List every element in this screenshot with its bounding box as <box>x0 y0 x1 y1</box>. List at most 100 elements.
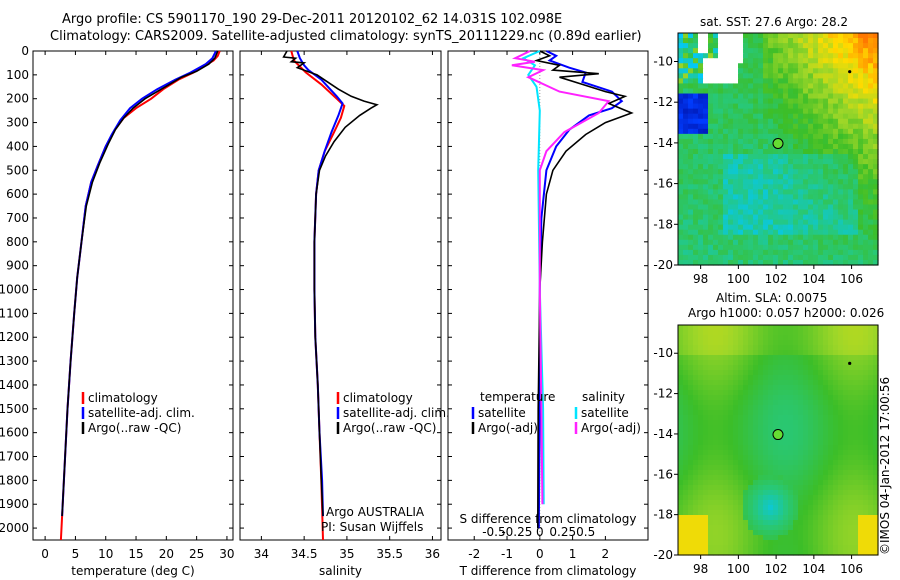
map-cell <box>743 440 749 446</box>
map-cell <box>808 199 814 206</box>
map-cell <box>828 470 834 476</box>
map-cell <box>838 420 844 426</box>
map-cell <box>793 103 799 110</box>
map-cell <box>788 259 794 266</box>
map-cell <box>808 204 814 211</box>
map-cell <box>753 485 759 491</box>
map-cell <box>718 390 724 396</box>
map-cell <box>688 138 694 145</box>
map-cell <box>863 63 869 69</box>
map-cell <box>843 123 849 130</box>
map-cell <box>718 93 724 100</box>
map-cell <box>753 520 759 526</box>
map-cell <box>863 475 869 481</box>
map-cell <box>723 370 729 376</box>
map-cell <box>698 330 704 336</box>
map-cell <box>843 480 849 486</box>
map-cell <box>853 154 859 160</box>
map-cell <box>698 510 704 516</box>
map-cell <box>823 138 829 145</box>
map-cell <box>793 455 799 461</box>
map-cell <box>873 63 879 69</box>
map-cell <box>718 515 724 521</box>
map-cell <box>828 174 834 180</box>
map-cell <box>733 78 739 85</box>
map-cell <box>683 58 689 64</box>
map-cell <box>873 33 879 39</box>
map-cell <box>693 405 699 411</box>
map-cell <box>813 239 819 246</box>
map-cell <box>783 525 789 531</box>
map-cell <box>793 98 799 105</box>
map-cell <box>683 505 689 511</box>
map-cell <box>848 495 854 501</box>
map-cell <box>793 128 799 135</box>
map-cell <box>783 169 789 175</box>
map-cell <box>823 375 829 381</box>
map-cell <box>753 465 759 471</box>
map-cell <box>788 480 794 486</box>
map-cell <box>718 445 724 451</box>
map-cell <box>813 405 819 411</box>
map-cell <box>718 189 724 195</box>
x-tick-label: -2 <box>468 547 480 561</box>
map-cell <box>758 510 764 516</box>
profile-panel-1: 0100200300400500600700800900100011001200… <box>0 44 235 578</box>
map-cell <box>858 108 864 115</box>
map-cell <box>828 515 834 521</box>
map-cell <box>778 229 784 236</box>
map-cell <box>808 340 814 346</box>
map-cell <box>798 330 804 336</box>
map-cell <box>863 244 869 251</box>
map-cell <box>848 224 854 231</box>
map-cell <box>723 53 729 59</box>
map-cell <box>758 194 764 201</box>
map-cell <box>848 430 854 436</box>
map-cell <box>783 480 789 486</box>
map-cell <box>828 189 834 195</box>
map-cell <box>693 365 699 371</box>
map-cell <box>818 154 824 160</box>
map-cell <box>723 204 729 211</box>
map-cell <box>728 405 734 411</box>
map-cell <box>828 78 834 85</box>
map-cell <box>733 43 739 49</box>
map-cell <box>803 330 809 336</box>
map-cell <box>863 380 869 386</box>
map-cell <box>728 395 734 401</box>
map-cell <box>853 350 859 356</box>
map-cell <box>688 335 694 341</box>
x2-axis-label: S difference from climatology <box>460 512 637 526</box>
map-cell <box>873 234 879 241</box>
map-cell <box>853 480 859 486</box>
map-cell <box>728 380 734 386</box>
map-cell <box>688 495 694 501</box>
map-cell <box>683 259 689 266</box>
map-cell <box>753 500 759 506</box>
map-cell <box>753 88 759 95</box>
map-cell <box>848 540 854 546</box>
map-cell <box>778 405 784 411</box>
map-cell <box>793 470 799 476</box>
x-tick-label: 36 <box>425 547 440 561</box>
map-cell <box>688 204 694 211</box>
map-cell <box>713 133 719 140</box>
map-cell <box>713 164 719 170</box>
map-cell <box>863 405 869 411</box>
map-cell <box>818 128 824 135</box>
map-cell <box>798 360 804 366</box>
map-cell <box>698 68 704 74</box>
map-cell <box>733 73 739 79</box>
map-cell <box>773 214 779 221</box>
map-cell <box>748 133 754 140</box>
map-cell <box>698 83 704 90</box>
map-cell <box>788 48 794 54</box>
map-cell <box>808 535 814 541</box>
map-cell <box>698 98 704 105</box>
map-cell <box>873 370 879 376</box>
map-cell <box>838 33 844 39</box>
map-cell <box>838 405 844 411</box>
map-cell <box>738 445 744 451</box>
map-cell <box>858 465 864 471</box>
map-cell <box>833 88 839 95</box>
